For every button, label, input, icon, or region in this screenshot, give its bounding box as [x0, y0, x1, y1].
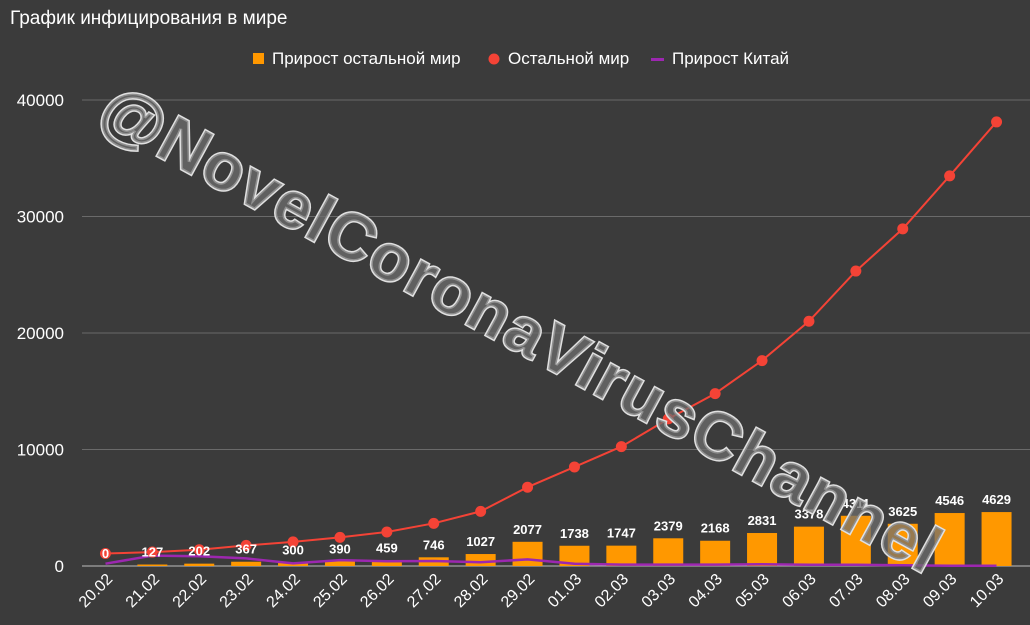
series-line — [105, 554, 997, 568]
line-point — [146, 546, 158, 558]
bar — [747, 533, 778, 566]
line-point — [99, 548, 111, 560]
x-tick-label: 09.03 — [920, 571, 960, 611]
bar-data-label: 2168 — [701, 521, 730, 536]
line-point — [428, 517, 440, 529]
bar-data-label: 0 — [102, 546, 109, 561]
bar-data-label: 202 — [188, 544, 210, 559]
bar — [559, 545, 590, 566]
bar-data-label: 4629 — [982, 492, 1011, 507]
bar-data-label: 2379 — [654, 518, 683, 533]
bar-data-label: 367 — [235, 542, 257, 557]
line-point — [897, 223, 909, 235]
x-tick-label: 05.03 — [733, 571, 773, 611]
line-point — [803, 315, 815, 327]
x-tick-label: 24.02 — [264, 571, 304, 611]
bar — [840, 515, 871, 566]
line-point — [615, 441, 627, 453]
bar-data-label: 300 — [282, 543, 304, 558]
line-point — [522, 481, 534, 493]
x-tick-label: 28.02 — [451, 571, 491, 611]
line-point — [944, 170, 956, 182]
bar-data-label: 1027 — [466, 534, 495, 549]
x-tick-label: 26.02 — [357, 571, 397, 611]
bar — [512, 541, 543, 566]
bar-data-label: 127 — [141, 545, 163, 560]
line-point — [287, 536, 299, 548]
y-tick-label: 0 — [55, 557, 64, 576]
y-tick-label: 40000 — [17, 91, 64, 110]
series-line — [105, 121, 998, 555]
legend-swatch-increase-china — [651, 58, 664, 61]
x-tick-label: 06.03 — [779, 571, 819, 611]
bar-data-label: 459 — [376, 541, 398, 556]
x-tick-label: 25.02 — [310, 571, 350, 611]
y-tick-label: 10000 — [17, 441, 64, 460]
bar-data-label: 390 — [329, 541, 351, 556]
legend: Прирост остальной мир Остальной мир Прир… — [253, 49, 789, 68]
bar — [465, 554, 496, 566]
line-point — [756, 355, 768, 367]
x-tick-label: 01.03 — [545, 571, 585, 611]
bar-data-label: 4311 — [842, 496, 870, 511]
x-tick-label: 07.03 — [826, 571, 866, 611]
x-tick-label: 02.03 — [592, 571, 632, 611]
x-tick-label: 10.03 — [967, 571, 1007, 611]
bar-data-label: 746 — [423, 537, 445, 552]
bar — [324, 561, 355, 566]
bar — [137, 564, 168, 566]
line-point — [193, 544, 205, 556]
line-point — [662, 413, 674, 425]
bar-data-label: 2077 — [513, 522, 542, 537]
line-point — [475, 505, 487, 517]
x-tick-label: 23.02 — [217, 571, 257, 611]
watermark: @NovelCoronaVirusChannel — [88, 69, 955, 587]
line-increase-china — [105, 554, 997, 568]
x-tick-label: 20.02 — [76, 571, 116, 611]
line-rest-world — [99, 116, 1003, 560]
bar — [981, 512, 1012, 566]
x-axis-ticks: 20.02 21.02 22.02 23.02 24.02 25.02 26.02 27.02… — [76, 571, 1008, 611]
bar — [700, 540, 731, 566]
line-point — [709, 388, 721, 400]
bar-data-label: 1738 — [560, 526, 589, 541]
line-point — [568, 461, 580, 473]
bar-data-labels: 0 127 202 367 300 390 459 746 1027 2077 1738 1747 23… — [102, 492, 1011, 561]
y-axis-ticks: 0 10000 20000 30000 40000 — [17, 91, 64, 576]
line-point — [991, 116, 1003, 128]
line-point — [334, 531, 346, 543]
line-point — [381, 526, 393, 538]
bar — [371, 560, 402, 566]
legend-label-increase-china: Прирост Китай — [672, 49, 789, 68]
line-point — [240, 539, 252, 551]
bar — [653, 538, 684, 566]
x-tick-label: 21.02 — [123, 571, 163, 611]
legend-swatch-rest-world — [488, 53, 500, 65]
x-tick-label: 22.02 — [170, 571, 210, 611]
x-tick-label: 03.03 — [639, 571, 679, 611]
bar-data-label: 3625 — [888, 504, 917, 519]
line-point — [850, 265, 862, 277]
bar-data-label: 3378 — [794, 507, 823, 522]
x-tick-label: 04.03 — [686, 571, 726, 611]
bar-data-label: 2831 — [748, 513, 777, 528]
bar — [887, 523, 918, 566]
bar — [231, 561, 262, 566]
x-tick-label: 29.02 — [498, 571, 538, 611]
bar — [606, 545, 637, 566]
y-tick-label: 30000 — [17, 208, 64, 227]
chart-title: График инфицирования в мире — [10, 8, 287, 29]
bar-data-label: 1747 — [607, 526, 636, 541]
bar-data-label: 4546 — [935, 493, 964, 508]
bars-increase-world — [137, 512, 1012, 566]
bar — [184, 563, 215, 566]
y-tick-label: 20000 — [17, 324, 64, 343]
legend-label-increase-world: Прирост остальной мир — [272, 49, 461, 68]
bar — [793, 526, 824, 566]
bar — [934, 513, 965, 566]
x-tick-label: 27.02 — [404, 571, 444, 611]
legend-label-rest-world: Остальной мир — [508, 49, 629, 68]
legend-swatch-increase-world — [253, 53, 264, 64]
